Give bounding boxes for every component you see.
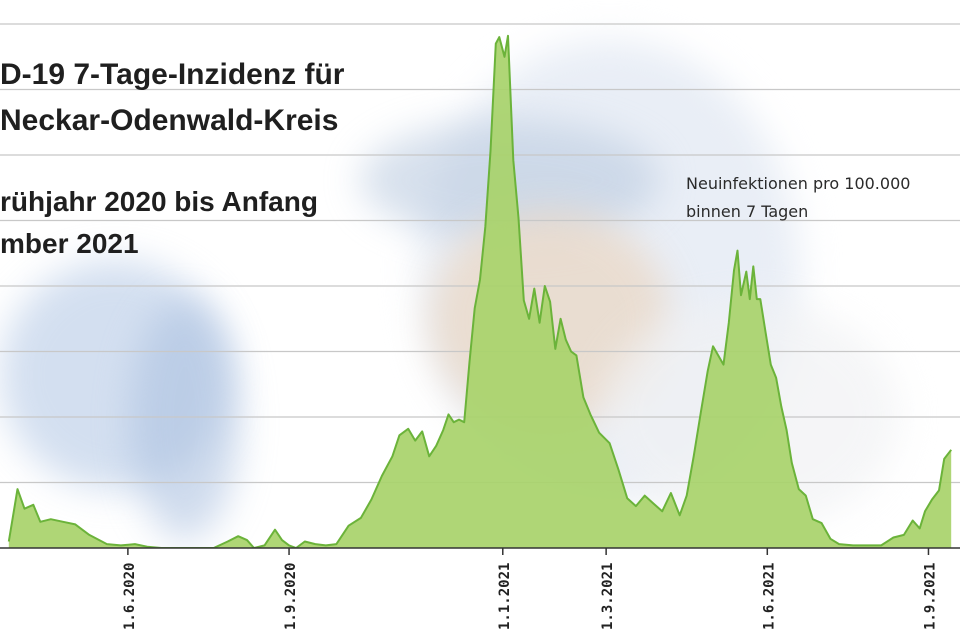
area-layer: [7, 34, 952, 549]
incidence-area: [8, 35, 952, 549]
x-tick-label: 1.9.2021: [923, 563, 939, 630]
title-line-1: D-19 7-Tage-Inzidenz für: [0, 58, 345, 91]
x-tick-label: 1.3.2021: [600, 563, 616, 630]
x-tick-label: 1.6.2020: [122, 563, 138, 630]
x-tick-label: 1.6.2021: [761, 563, 777, 630]
subtitle-line-2: mber 2021: [0, 228, 139, 259]
subtitle-line-1: rühjahr 2020 bis Anfang: [0, 186, 318, 217]
annotation-line-2: binnen 7 Tagen: [686, 202, 809, 221]
title-line-2: Neckar-Odenwald-Kreis: [0, 104, 339, 137]
x-tick-label: 1.1.2021: [497, 563, 513, 630]
annotation-line-1: Neuinfektionen pro 100.000: [686, 174, 911, 193]
x-axis: 1.6.2020 1.9.2020 1.1.2021 1.3.2021 1.6.2021…: [0, 547, 960, 640]
x-axis-band: [0, 548, 960, 640]
incidence-line: [7, 34, 952, 549]
x-tick-label: 1.9.2020: [283, 563, 299, 630]
